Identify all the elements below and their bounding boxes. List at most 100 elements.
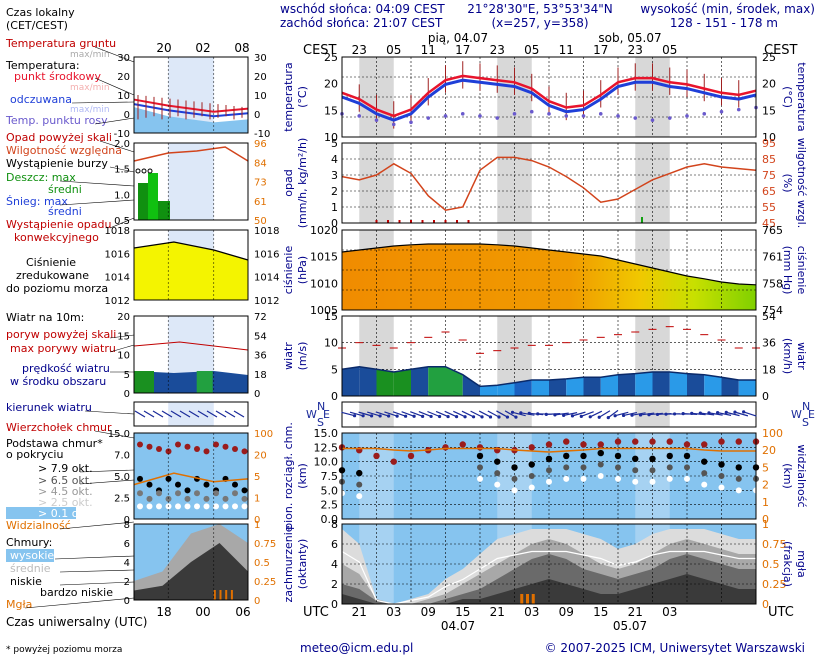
unit-left-2: (mm/h, kg/m²/h)	[296, 138, 309, 229]
cest-tick: 17	[593, 43, 608, 57]
wind-arrow-head	[446, 414, 450, 419]
legend-ytick-right: 0	[254, 110, 260, 121]
ytick-right: 754	[762, 304, 783, 317]
legend-fog-bar	[219, 590, 222, 600]
unit-left-2: (hPa)	[296, 256, 309, 284]
cloud-top-dot	[373, 452, 380, 460]
legend-cloud-mid-dot	[213, 490, 219, 497]
legend-cloud-light-dot	[232, 503, 238, 510]
legend-cloud-top-dot	[137, 441, 143, 448]
wind-arrow	[444, 410, 457, 418]
cest-tick: 23	[490, 43, 505, 57]
cloud-top-dot	[407, 452, 415, 460]
wind-arrow-head	[664, 412, 668, 416]
ytick-left: 15	[324, 104, 338, 117]
dew-point-dot	[650, 118, 655, 122]
legend-leader-line	[84, 410, 135, 415]
legend-leader-line	[54, 555, 135, 560]
footer-email[interactable]: meteo@icm.edu.pl	[300, 641, 413, 655]
legend-ytick-right: 50	[254, 216, 267, 227]
cloud-base-dot-light	[580, 475, 587, 482]
dew-point-dot	[598, 112, 603, 116]
legend-press-1: Ciśnienie	[26, 256, 76, 269]
legend-wind-green-2	[196, 371, 213, 393]
ytick-left: 12.5	[314, 441, 339, 454]
panel-frame-wind	[341, 315, 757, 397]
ytick-left: 20	[324, 78, 338, 91]
cloud-base-dot-mid	[666, 464, 673, 471]
cloud-base-dot	[356, 469, 363, 477]
legend-plot-frame	[133, 142, 249, 221]
cest-tick: 17	[455, 43, 470, 57]
cloud-base-dot	[735, 464, 742, 471]
legend-ytick-left: 0	[124, 389, 130, 400]
cloud-top-dot	[597, 441, 604, 448]
dew-point-dot	[478, 114, 482, 118]
ytick-right: 10	[762, 131, 776, 144]
legend-wind-arrow	[161, 410, 173, 418]
legend-utc-18: 18	[156, 605, 171, 619]
utc-tick: 21	[352, 605, 367, 619]
wind-arrow	[589, 410, 603, 418]
legend-ytick-right: 84	[254, 158, 267, 169]
cloud-top-dot	[614, 438, 622, 445]
cloud-base-dot-light	[597, 473, 604, 479]
legend-cloud-light-dot	[222, 503, 229, 510]
wind-arrow-head	[613, 414, 617, 418]
cloud-top-dot	[649, 438, 656, 445]
legend-plot-frame	[133, 315, 249, 394]
wind-arrow-head	[510, 410, 515, 414]
legend-wind-arrow	[134, 410, 146, 418]
wind-speed-segment	[618, 373, 636, 396]
unit-left-2: (oktanty)	[296, 539, 309, 590]
ytick-right: 75	[762, 169, 776, 182]
legend-wind-area	[134, 371, 248, 393]
unit-left-2: (°C)	[296, 86, 309, 108]
legend-fog-bar	[225, 590, 228, 600]
legend-wind-arrow	[188, 410, 200, 418]
wind-arrow	[487, 410, 500, 418]
legend-cloud-base-dot	[232, 481, 238, 488]
wind-arrow	[623, 411, 638, 417]
cest-label-right: CEST	[764, 43, 798, 58]
wind-speed-segment	[514, 380, 532, 396]
legend-cloud-mid-dot	[156, 490, 162, 497]
legend-plot-frame	[133, 432, 249, 520]
utc-day-2: 05.07	[613, 619, 647, 633]
legend-ytick-right: 96	[254, 139, 267, 150]
legend-chill-line	[133, 103, 249, 118]
wind-arrow-head	[369, 414, 374, 418]
ytick-right: 0.5	[762, 558, 780, 571]
wind-speed-segment	[549, 378, 567, 396]
legend-storm-mark	[147, 168, 153, 174]
ytick-left: 10	[324, 131, 338, 144]
compass-w-right: W	[791, 408, 802, 421]
legend-leader-line	[79, 479, 135, 485]
legend-temp-line	[133, 98, 249, 113]
cloud-base-dot-mid	[649, 467, 656, 474]
wind-arrow-head	[562, 413, 566, 417]
dew-point-dot	[409, 120, 413, 125]
ytick-left: 3	[331, 169, 338, 182]
wind-arrow-head	[536, 412, 540, 416]
wind-arrow-head	[690, 411, 694, 415]
utc-tick: 09	[421, 605, 436, 619]
wind-arrow-head	[387, 414, 391, 418]
legend-cloud-mid-dot	[241, 495, 248, 502]
ytick-left: 1015	[310, 251, 338, 264]
wind-arrow	[631, 412, 646, 416]
cloud-base-dot	[476, 452, 484, 460]
legend-cloud-bg	[134, 433, 248, 519]
legend-wind-arrow	[170, 410, 182, 418]
wind-arrow-head	[429, 414, 433, 419]
legend-fog: Mgła	[6, 598, 32, 611]
utc-tick: 03	[524, 605, 539, 619]
ytick-left: 15	[324, 310, 338, 323]
legend-leader-line	[24, 597, 135, 609]
wind-arrow	[504, 410, 517, 418]
legend-plot-frame	[133, 229, 249, 301]
legend-wind-arrow	[233, 410, 245, 418]
cloud-base-dot-mid	[477, 464, 483, 471]
legend-ytick-left: 1.0	[114, 190, 130, 201]
wind-arrow-head	[378, 414, 382, 418]
